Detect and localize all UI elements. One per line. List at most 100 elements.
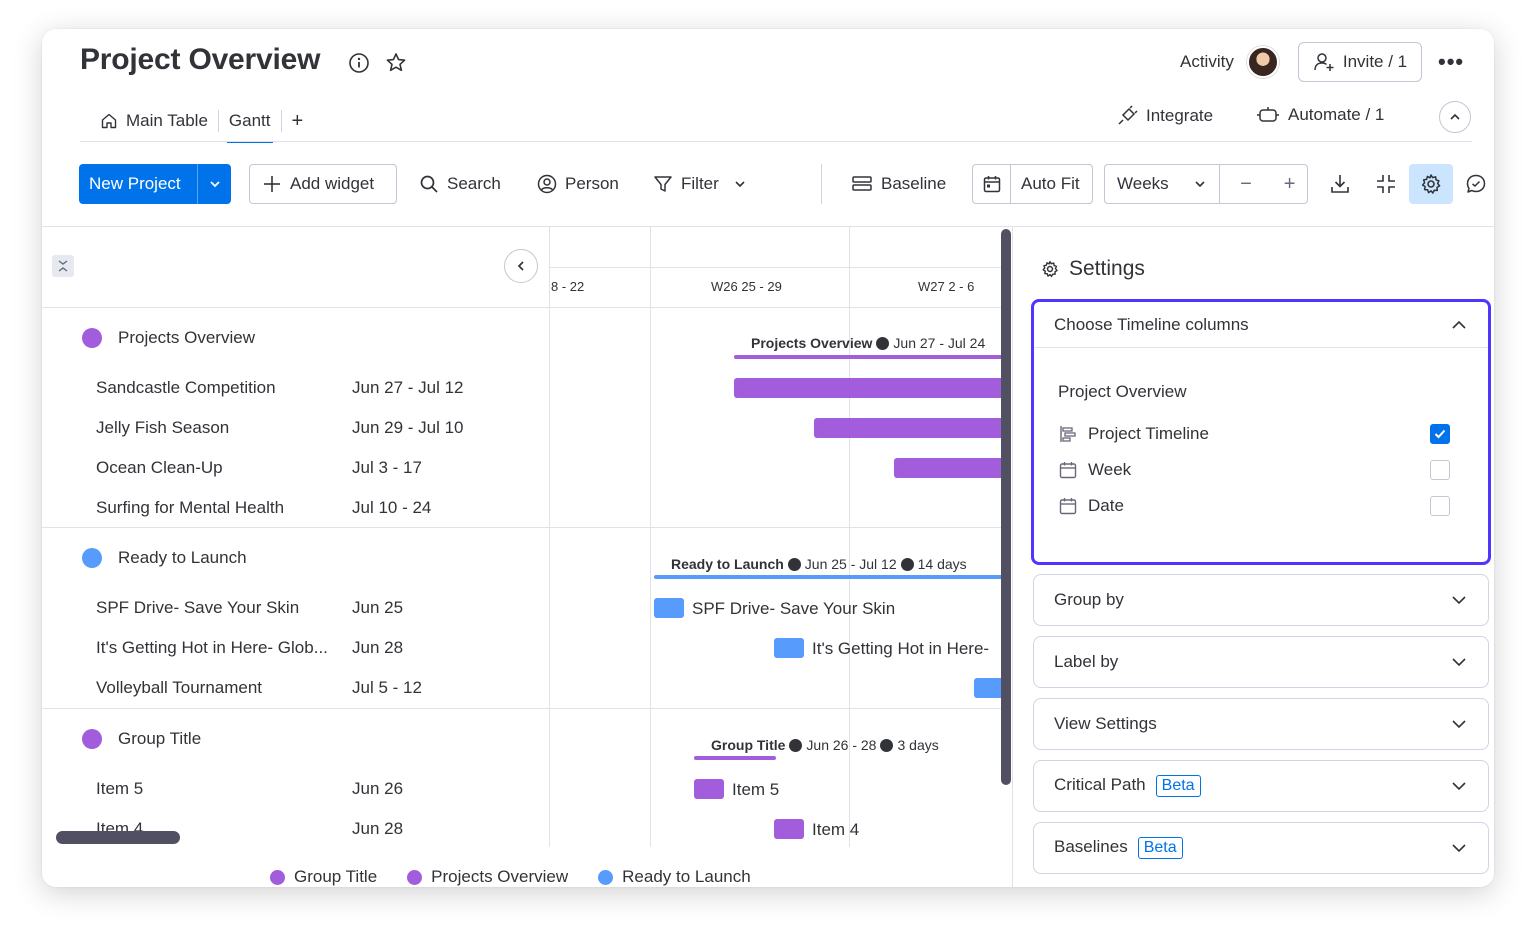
group-summary-range: Jun 25 - Jul 12 (804, 556, 897, 572)
auto-fit-label: Auto Fit (1021, 174, 1080, 193)
collapse-header-button[interactable] (1439, 101, 1471, 133)
beta-badge: Beta (1155, 775, 1201, 797)
vertical-scrollbar[interactable] (1001, 229, 1011, 785)
gear-icon (1041, 260, 1059, 278)
list-item[interactable]: Item 5 (96, 779, 144, 798)
item-date: Jun 25 (352, 598, 404, 617)
item-date: Jun 29 - Jul 10 (352, 418, 464, 437)
item-date: Jun 28 (352, 819, 404, 838)
gantt-bar[interactable] (814, 418, 1003, 438)
zoom-in-button[interactable]: + (1283, 172, 1296, 195)
page-title: Project Overview (80, 43, 321, 76)
info-icon[interactable] (348, 52, 370, 74)
filter-button[interactable]: Filter (653, 164, 747, 204)
zoom-out-button[interactable]: − (1240, 172, 1252, 195)
tab-main-table[interactable]: Main Table (90, 101, 218, 141)
item-date: Jul 5 - 12 (352, 678, 422, 697)
calendar-icon (1059, 462, 1077, 479)
feedback-button[interactable] (1465, 164, 1487, 204)
invite-button[interactable]: Invite / 1 (1298, 42, 1422, 82)
tab-gantt-label: Gantt (228, 111, 271, 130)
list-item[interactable]: Sandcastle Competition (96, 378, 276, 397)
more-options-button[interactable]: ••• (1438, 49, 1465, 74)
list-item[interactable]: Ocean Clean-Up (96, 458, 223, 477)
list-item[interactable]: Jelly Fish Season (96, 418, 230, 437)
avatar[interactable] (1247, 46, 1279, 78)
column-option-date[interactable]: Date (1058, 496, 1124, 516)
item-date: Jul 3 - 17 (352, 458, 422, 477)
view-tabs: Main Table Gantt + (90, 101, 314, 143)
group-summary-title: Projects Overview (751, 335, 873, 351)
group-summary-days: 14 days (917, 556, 967, 572)
group-name: Ready to Launch (118, 548, 247, 567)
list-item[interactable]: Volleyball Tournament (96, 678, 263, 697)
fullscreen-button[interactable] (1374, 164, 1398, 204)
gantt-bar[interactable] (694, 779, 724, 799)
gantt-bar[interactable] (774, 819, 804, 839)
integrate-button[interactable]: Integrate (1116, 105, 1213, 127)
home-icon (100, 112, 118, 130)
gantt-bar[interactable] (734, 378, 1003, 398)
chevron-up-icon (1448, 110, 1462, 124)
chevron-down-icon (1452, 658, 1466, 667)
search-icon (419, 174, 439, 194)
label-by-label: Label by (1054, 652, 1119, 671)
list-item[interactable]: Surfing for Mental Health (96, 498, 285, 517)
star-icon[interactable] (384, 51, 408, 75)
list-item[interactable]: SPF Drive- Save Your Skin (96, 598, 300, 617)
date-checkbox[interactable] (1430, 496, 1450, 516)
project-timeline-checkbox[interactable] (1430, 424, 1450, 444)
baselines-section[interactable]: Baselines Beta (1033, 822, 1489, 874)
group-summary-bar[interactable] (734, 355, 1003, 359)
new-project-button[interactable]: New Project (79, 164, 231, 204)
group-summary-days: 3 days (897, 737, 939, 753)
person-filter-button[interactable]: Person (537, 164, 619, 204)
group-header[interactable]: Ready to Launch (82, 548, 247, 568)
search-button[interactable]: Search (419, 164, 501, 204)
column-option-project-timeline[interactable]: Project Timeline (1058, 424, 1209, 444)
horizontal-scrollbar[interactable] (56, 831, 180, 844)
column-option-week[interactable]: Week (1058, 460, 1131, 480)
auto-fit-button[interactable]: Auto Fit (972, 164, 1093, 204)
group-color-dot (82, 328, 102, 348)
chat-bubble-icon (1465, 173, 1487, 195)
list-item[interactable]: It's Getting Hot in Here- Glob... (96, 638, 328, 657)
new-project-label: New Project (89, 174, 181, 193)
collapse-list-button[interactable] (504, 249, 538, 283)
group-header[interactable]: Group Title (82, 729, 201, 749)
settings-button[interactable] (1409, 164, 1453, 204)
gantt-bar[interactable] (894, 458, 1003, 478)
group-header[interactable]: Projects Overview (82, 328, 255, 348)
add-view-button[interactable]: + (282, 101, 314, 141)
gantt-bar[interactable] (974, 678, 1003, 698)
week-checkbox[interactable] (1430, 460, 1450, 480)
group-summary-bar[interactable] (654, 575, 1003, 579)
timeline-columns-header[interactable]: Choose Timeline columns (1034, 302, 1488, 348)
add-view-label: + (291, 109, 304, 132)
tab-gantt[interactable]: Gantt (219, 101, 281, 143)
group-summary-title: Group Title (711, 737, 786, 753)
add-widget-button[interactable]: Add widget (249, 164, 397, 204)
gantt-bar[interactable] (654, 598, 684, 618)
critical-path-section[interactable]: Critical Path Beta (1033, 760, 1489, 812)
legend-item: Projects Overview (407, 867, 568, 887)
export-button[interactable] (1329, 164, 1351, 204)
item-list: Projects Overview Sandcastle Competition… (42, 227, 549, 847)
chevron-down-icon (1195, 181, 1205, 188)
group-summary-bar[interactable] (694, 756, 776, 760)
gantt-bar[interactable] (774, 638, 804, 658)
chevron-down-icon (209, 181, 220, 188)
group-by-section[interactable]: Group by (1033, 574, 1489, 626)
legend-item: Group Title (270, 867, 377, 887)
automate-button[interactable]: Automate / 1 (1256, 105, 1384, 125)
view-settings-section[interactable]: View Settings (1033, 698, 1489, 750)
group-summary-range: Jun 26 - 28 (806, 737, 877, 753)
collapse-arrows-icon (1374, 172, 1398, 196)
weeks-select[interactable]: Weeks (1105, 165, 1220, 203)
activity-link[interactable]: Activity (1180, 52, 1234, 71)
column-group-name: Project Overview (1058, 382, 1187, 401)
collapse-all-button[interactable] (52, 255, 74, 277)
label-by-section[interactable]: Label by (1033, 636, 1489, 688)
baseline-button[interactable]: Baseline (851, 164, 946, 204)
new-project-dropdown[interactable] (197, 164, 231, 204)
